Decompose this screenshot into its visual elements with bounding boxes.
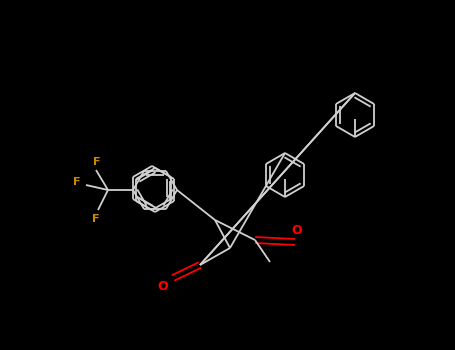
Text: F: F (73, 177, 81, 187)
Text: O: O (158, 280, 168, 293)
Text: O: O (292, 224, 302, 237)
Text: F: F (93, 157, 101, 167)
Text: F: F (92, 214, 100, 224)
